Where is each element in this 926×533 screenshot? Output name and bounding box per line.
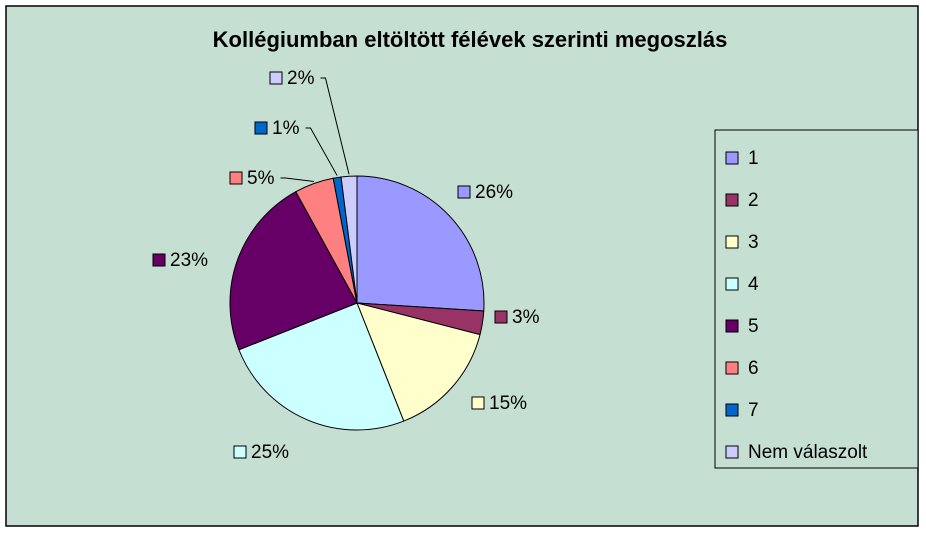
legend-key xyxy=(725,277,739,291)
legend-key xyxy=(725,361,739,375)
legend-label: Nem válaszolt xyxy=(748,442,868,463)
data-label: 1% xyxy=(272,118,300,139)
legend-label: 1 xyxy=(748,148,759,169)
legend-key xyxy=(725,193,739,207)
legend-label: 5 xyxy=(748,316,759,337)
data-label-key xyxy=(254,121,268,135)
pie-slice xyxy=(238,302,405,431)
data-label: 5% xyxy=(247,168,275,189)
data-label-key xyxy=(471,396,485,410)
legend-key xyxy=(725,403,739,417)
data-label: 15% xyxy=(489,393,527,414)
data-label-key xyxy=(457,185,471,199)
legend-label: 4 xyxy=(748,274,759,295)
pie-slice xyxy=(229,191,358,351)
legend-key xyxy=(725,235,739,249)
legend-label: 7 xyxy=(748,400,759,421)
data-label: 25% xyxy=(251,442,289,463)
data-label: 23% xyxy=(170,250,208,271)
pie-slice xyxy=(340,175,358,304)
data-label: 2% xyxy=(287,68,315,89)
leader-line xyxy=(280,177,315,183)
legend-key xyxy=(725,151,739,165)
pie-slice xyxy=(356,175,485,312)
data-label-key xyxy=(494,310,508,324)
legend-label: 6 xyxy=(748,358,759,379)
legend-label: 3 xyxy=(748,232,759,253)
legend-key xyxy=(725,319,739,333)
legend-box xyxy=(714,129,919,469)
leader-line xyxy=(305,127,338,176)
data-label: 3% xyxy=(512,307,540,328)
leader-line xyxy=(320,77,350,175)
data-label-key xyxy=(269,71,283,85)
data-label-key xyxy=(233,445,247,459)
data-label: 26% xyxy=(475,182,513,203)
data-label-key xyxy=(229,171,243,185)
legend-key xyxy=(725,445,739,459)
legend-label: 2 xyxy=(748,190,759,211)
data-label-key xyxy=(152,253,166,267)
pie-slice xyxy=(356,302,481,422)
chart-title: Kollégiumban eltöltött félévek szerinti … xyxy=(213,27,728,52)
